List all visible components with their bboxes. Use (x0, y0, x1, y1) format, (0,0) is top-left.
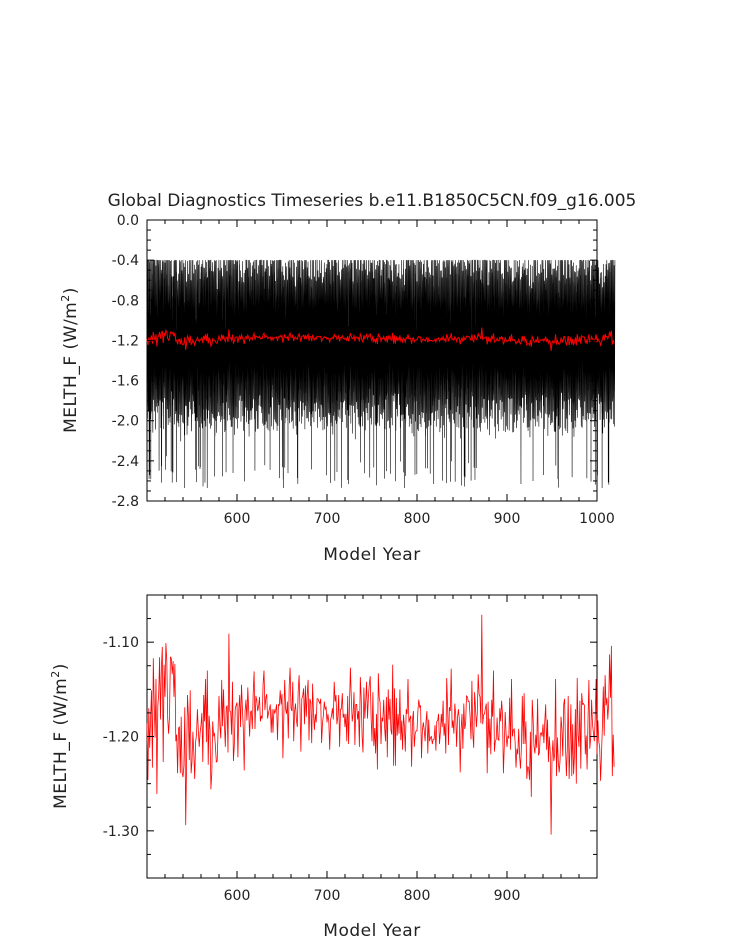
x-tick-label: 900 (494, 888, 521, 904)
chart-top-ylabel-main: MELTH_F (W/m (61, 302, 81, 433)
x-tick-label: 800 (404, 888, 431, 904)
x-tick-label: 1000 (579, 511, 615, 527)
y-tick-label: -1.2 (112, 333, 139, 349)
x-tick-label: 700 (314, 888, 341, 904)
chart-top-series-annual-mean (146, 327, 615, 351)
chart-bottom-ylabel-sup: 2 (49, 670, 62, 678)
x-tick-label: 600 (224, 511, 251, 527)
chart-top: Global Diagnostics Timeseries b.e11.B185… (59, 191, 636, 565)
chart-bottom-series-annual-mean (146, 614, 615, 835)
x-tick-label: 900 (494, 511, 521, 527)
chart-top-ticks: 600 700 800 900 1000 0.0 -0.4 -0.8 -1.2 -1.6 -2.0 -… (112, 213, 615, 527)
chart-bottom-xlabel: Model Year (323, 921, 420, 941)
x-tick-label: 800 (404, 511, 431, 527)
x-tick-label: 700 (314, 511, 341, 527)
chart-top-ylabel-sup: 2 (59, 294, 72, 302)
y-tick-label: -1.6 (112, 374, 139, 390)
y-tick-label: -0.4 (112, 253, 139, 269)
y-tick-label: -1.20 (103, 730, 139, 746)
chart-bottom-ticks: 600 700 800 900 -1.10 -1.20 -1.30 (103, 594, 597, 904)
y-tick-label: -2.8 (112, 494, 139, 510)
y-tick-label: 0.0 (117, 213, 139, 229)
y-tick-label: -0.8 (112, 293, 139, 309)
y-tick-label: -2.0 (112, 414, 139, 430)
chart-bottom-ylabel: MELTH_F (W/m2) (49, 663, 71, 809)
chart-top-title: Global Diagnostics Timeseries b.e11.B185… (108, 191, 637, 211)
x-tick-label: 600 (224, 888, 251, 904)
chart-top-ylabel-close: ) (61, 287, 81, 294)
y-tick-label: -1.10 (103, 635, 139, 651)
chart-bottom-ylabel-close: ) (51, 663, 71, 670)
chart-top-series-monthly (146, 259, 616, 488)
chart-top-xlabel: Model Year (323, 545, 420, 565)
chart-top-ylabel: MELTH_F (W/m2) (59, 287, 81, 433)
y-tick-label: -2.4 (112, 454, 139, 470)
chart-bottom-ylabel-main: MELTH_F (W/m (51, 678, 71, 809)
y-tick-label: -1.30 (103, 824, 139, 840)
chart-bottom: 600 700 800 900 -1.10 -1.20 -1.30 Model Year M… (49, 594, 615, 941)
